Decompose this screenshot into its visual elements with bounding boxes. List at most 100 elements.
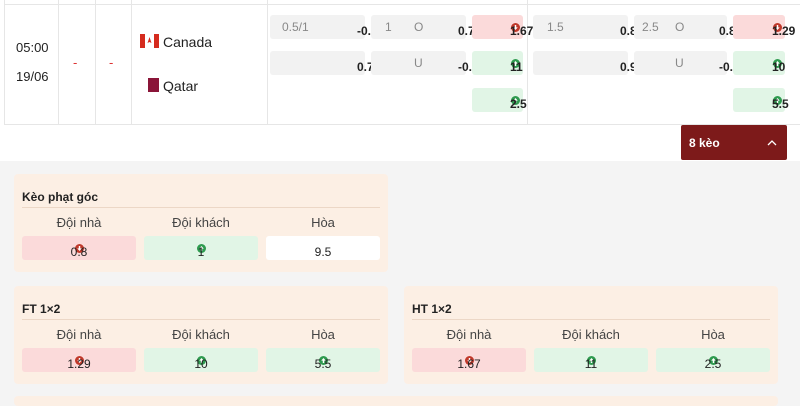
odds-cell: 1.29 bbox=[733, 15, 795, 39]
column-header: Hòa bbox=[701, 327, 725, 342]
odds-cell: 2.5 O 0.83 bbox=[634, 15, 742, 39]
odds-panel: HT 1×2 Đội nhà Đội khách Hòa 1.67 11 2.5 bbox=[404, 286, 778, 384]
column-header: Đội khách bbox=[562, 327, 620, 342]
home-team: Canada bbox=[163, 34, 213, 50]
odds-up-icon bbox=[773, 96, 782, 105]
odds-value: 10 bbox=[772, 55, 785, 74]
divider bbox=[527, 0, 528, 124]
odds-cell: 0.78 bbox=[270, 51, 380, 75]
match-time: 05:00 bbox=[16, 40, 49, 55]
match-date: 19/06 bbox=[16, 69, 49, 84]
odds-number: 2.5 bbox=[510, 97, 527, 111]
odds-down-icon bbox=[465, 356, 474, 365]
odds-up-icon bbox=[511, 59, 520, 68]
odds-cell: 0.98 bbox=[533, 51, 643, 75]
odds-cell: 10 bbox=[733, 51, 785, 75]
odds-cell: 5.5 bbox=[733, 88, 789, 112]
odds-value: 11 bbox=[534, 352, 648, 371]
odds-cell: U-0.97 bbox=[634, 51, 746, 75]
odds-down-icon bbox=[511, 23, 520, 32]
column-header: Đội nhà bbox=[56, 215, 102, 230]
odds-line: 2.5 bbox=[642, 20, 659, 34]
divider bbox=[267, 0, 268, 124]
odds-value: 10 bbox=[144, 352, 258, 371]
odds-line: 1.5 bbox=[547, 20, 564, 34]
odds-cell: 5.5 bbox=[266, 348, 380, 372]
column-header: Hòa bbox=[311, 327, 335, 342]
odds-number: 1.29 bbox=[67, 357, 91, 371]
odds-line: U bbox=[414, 56, 423, 70]
divider bbox=[4, 124, 800, 125]
panel-title: FT 1×2 bbox=[22, 302, 61, 316]
odds-value: 0.8 bbox=[22, 240, 136, 259]
odds-cell: 0.5/1-0.91 bbox=[270, 15, 384, 39]
odds-cell: U-0.88 bbox=[371, 51, 485, 75]
column-header: Đội khách bbox=[172, 327, 230, 342]
odds-cell: 1.67 bbox=[412, 348, 526, 372]
divider bbox=[58, 0, 59, 124]
odds-number: 1.67 bbox=[457, 357, 481, 371]
odds-line: O bbox=[675, 20, 685, 34]
odds-up-icon bbox=[709, 356, 718, 365]
odds-line: 0.5/1 bbox=[282, 20, 309, 34]
odds-panel: FT 1×2 Đội nhà Đội khách Hòa 1.29 10 5.5 bbox=[14, 286, 388, 384]
odds-line: U bbox=[675, 56, 684, 70]
odds-number: 9.5 bbox=[314, 245, 332, 259]
match-row: 05:00 19/06 - - Canada Qatar 8 kèo 0.5/1… bbox=[0, 0, 800, 161]
odds-value: 5.5 bbox=[266, 352, 380, 371]
away-team: Qatar bbox=[163, 78, 199, 94]
odds-down-icon bbox=[75, 244, 84, 253]
odds-value: 1.29 bbox=[772, 19, 795, 38]
panel-title: Kèo phạt góc bbox=[22, 190, 99, 204]
odds-up-icon bbox=[319, 356, 328, 365]
odds-value: 5.5 bbox=[772, 92, 789, 111]
odds-cell: 11 bbox=[534, 348, 648, 372]
odds-number: 2.5 bbox=[704, 357, 722, 371]
odds-number: 1.67 bbox=[510, 24, 534, 38]
odds-line: O bbox=[414, 20, 424, 34]
odds-number: 1.29 bbox=[772, 24, 796, 38]
odds-up-icon bbox=[511, 96, 520, 105]
odds-number: 11 bbox=[510, 60, 523, 74]
odds-value: 1.67 bbox=[510, 19, 533, 38]
home-score: - bbox=[73, 55, 78, 70]
odds-cell: 2.5 bbox=[472, 88, 527, 112]
divider bbox=[95, 0, 96, 124]
divider bbox=[4, 4, 800, 5]
column-header: Đội nhà bbox=[56, 327, 102, 342]
column-header: Đội khách bbox=[172, 215, 230, 230]
odds-cell: 0.8 bbox=[22, 236, 136, 260]
button-label: 8 kèo bbox=[689, 136, 720, 150]
panel-title: HT 1×2 bbox=[412, 302, 452, 316]
odds-panel: Kèo phạt góc Đội nhà Đội khách Hòa 0.8 1 9.5 bbox=[14, 174, 388, 272]
divider bbox=[131, 0, 132, 124]
odds-number: 11 bbox=[584, 357, 598, 371]
odds-value: 2.5 bbox=[656, 352, 770, 371]
odds-cell: 1 O 0.75 bbox=[371, 15, 481, 39]
more-odds-button[interactable]: 8 kèo bbox=[681, 125, 787, 160]
odds-value: 1.29 bbox=[22, 352, 136, 371]
column-header: Hòa bbox=[311, 215, 335, 230]
odds-cell: 2.5 bbox=[656, 348, 770, 372]
away-score: - bbox=[109, 55, 114, 70]
odds-value: 11 bbox=[510, 55, 523, 74]
odds-cell: 1 bbox=[144, 236, 258, 260]
canada-flag bbox=[140, 34, 159, 48]
odds-cell: 1.5 0.88 bbox=[533, 15, 643, 39]
odds-up-icon bbox=[587, 356, 596, 365]
odds-value: 1 bbox=[144, 240, 258, 259]
odds-cell: 1.67 bbox=[472, 15, 533, 39]
panel-edge bbox=[14, 396, 778, 406]
qatar-flag bbox=[145, 78, 159, 92]
odds-number: 0.8 bbox=[70, 245, 88, 259]
odds-number: 10 bbox=[194, 357, 208, 371]
odds-number: 5.5 bbox=[314, 357, 332, 371]
odds-number: 10 bbox=[772, 60, 786, 74]
odds-cell: 11 bbox=[472, 51, 523, 75]
odds-cell: 10 bbox=[144, 348, 258, 372]
odds-down-icon bbox=[773, 23, 782, 32]
odds-value: 2.5 bbox=[510, 92, 527, 111]
column-header: Đội nhà bbox=[446, 327, 492, 342]
odds-down-icon bbox=[75, 356, 84, 365]
